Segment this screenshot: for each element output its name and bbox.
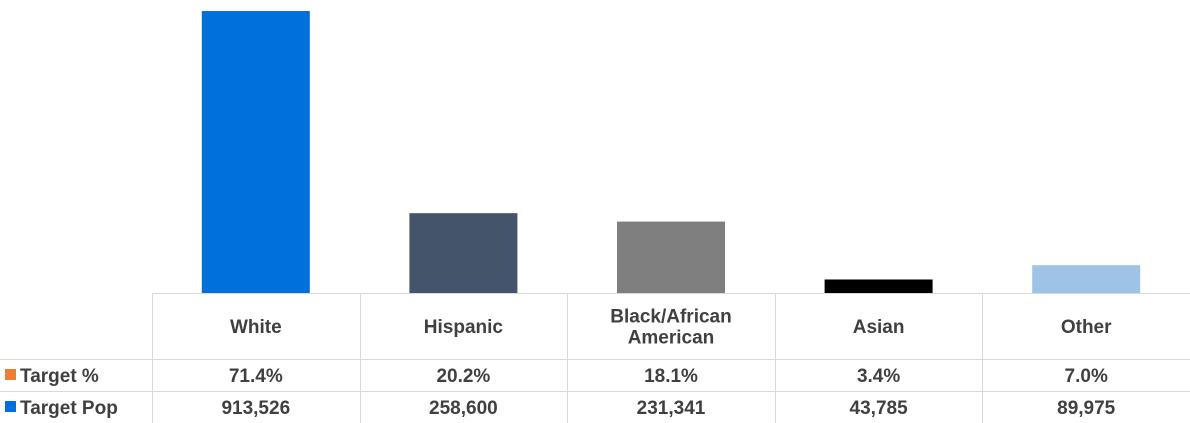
cell-target-pct-asian: 3.4% [857,366,900,387]
cell-target-pop-other: 89,975 [1057,398,1116,419]
category-label-other: Other [1061,317,1112,338]
legend-key-target-pop [5,401,16,412]
bar-target-pop-other [1032,265,1141,293]
cell-target-pop-hispanic: 258,600 [429,398,498,419]
category-label-hispanic: Hispanic [424,317,504,338]
cell-target-pct-white: 71.4% [229,366,283,387]
bar-target-pop-white [201,11,310,294]
bar-target-pop-asian [824,279,933,293]
bar-target-pop-hispanic [409,213,518,293]
category-label-asian: Asian [853,317,905,338]
row-label-target-pct: Target % [20,366,99,387]
row-label-target-pop: Target Pop [20,398,118,419]
cell-target-pop-black-african-american: 231,341 [637,398,706,419]
data-table: White Hispanic Black/African American Asian O… [0,293,1190,423]
legend-key-target-pct [5,369,16,380]
bar-target-pop-black-african-american [617,221,725,293]
bars-group [201,11,1141,294]
category-label-black-african-american: Black/African American [610,307,731,349]
cell-target-pct-hispanic: 20.2% [436,366,490,387]
cell-target-pct-black-african-american: 18.1% [644,366,698,387]
cell-target-pop-asian: 43,785 [850,398,909,419]
cell-target-pop-white: 913,526 [221,398,290,419]
category-label-white: White [230,317,282,338]
cell-target-pct-other: 7.0% [1065,366,1108,387]
